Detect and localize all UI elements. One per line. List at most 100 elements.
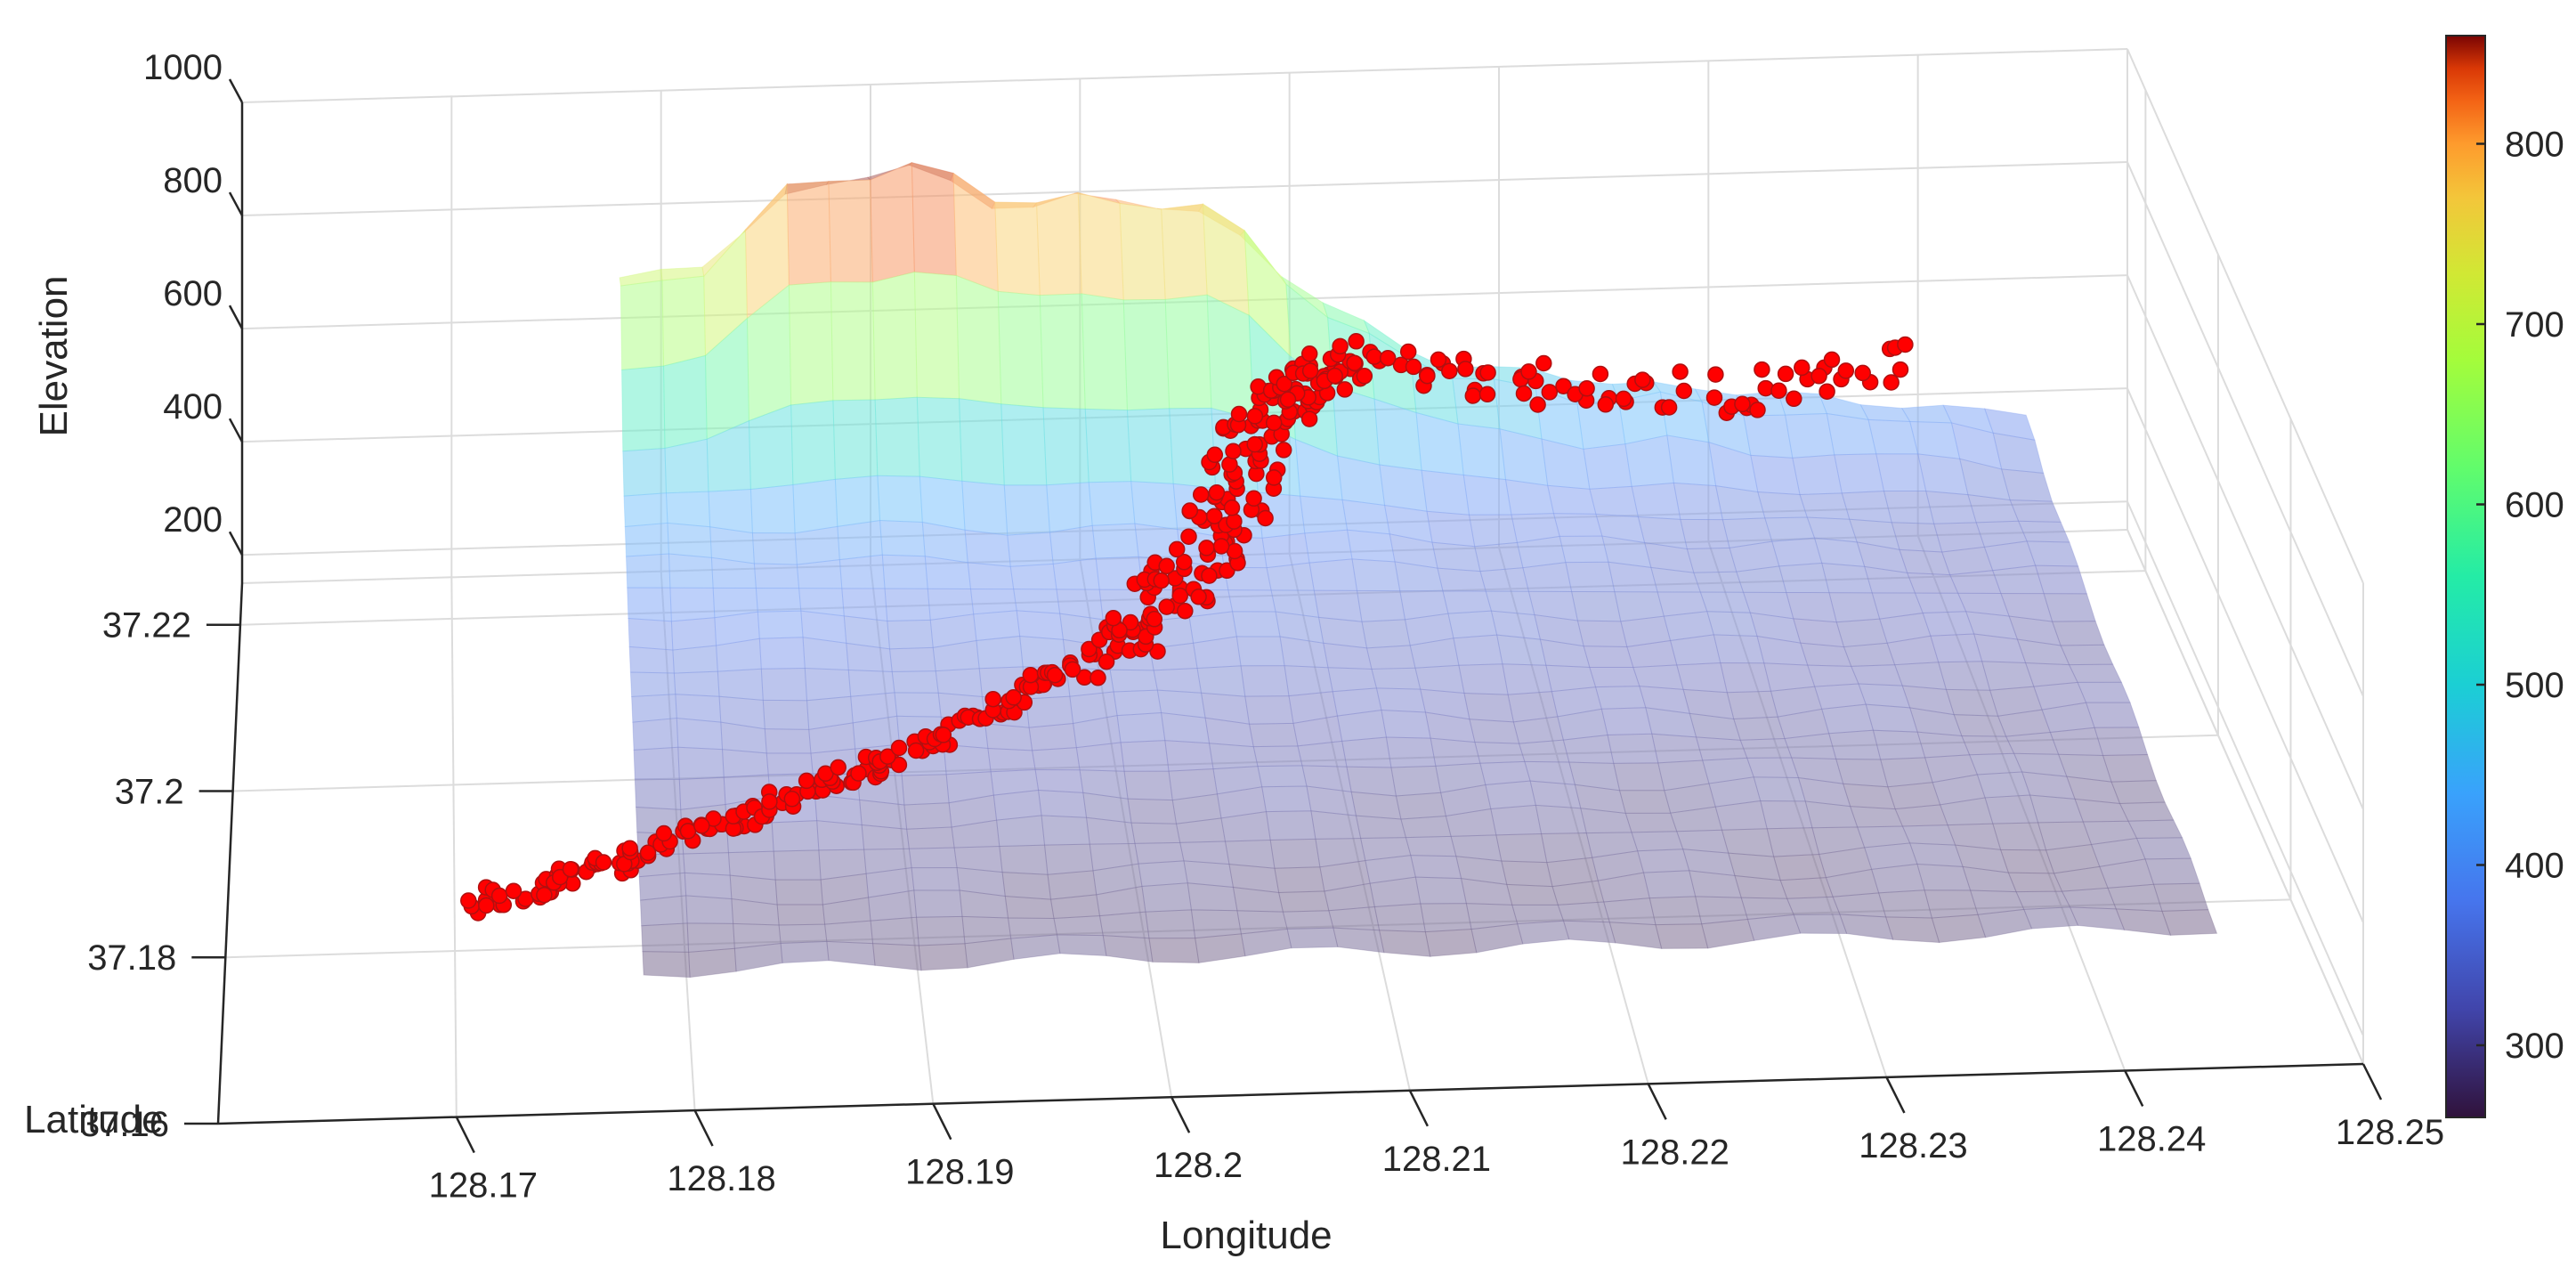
scatter-point bbox=[1749, 402, 1766, 418]
scatter-point bbox=[1379, 349, 1397, 367]
surface-patch bbox=[1506, 883, 1559, 905]
scatter-point bbox=[1300, 345, 1318, 362]
surface-patch bbox=[2107, 883, 2163, 912]
surface-patch bbox=[622, 447, 667, 497]
scatter-point bbox=[1158, 598, 1175, 615]
z-tick-label: 800 bbox=[163, 161, 223, 200]
grid-line bbox=[2126, 161, 2364, 697]
surface-patch bbox=[1914, 592, 1967, 614]
scatter-point bbox=[1098, 653, 1115, 670]
x-axis-label: Longitude bbox=[1160, 1214, 1332, 1257]
surface-patch bbox=[755, 588, 802, 613]
surface-patch bbox=[1028, 722, 1077, 751]
scatter-point bbox=[1081, 640, 1098, 658]
surface-patch bbox=[2017, 520, 2070, 543]
grid-line bbox=[241, 161, 2128, 217]
scatter-point bbox=[1326, 367, 1343, 385]
surface-patch bbox=[1843, 642, 1896, 667]
surface-patch bbox=[1431, 541, 1481, 573]
surface-patch bbox=[2068, 663, 2123, 683]
surface-patch bbox=[1109, 669, 1158, 693]
scatter-point bbox=[655, 824, 673, 842]
surface-patch bbox=[1778, 562, 1830, 594]
scatter-point bbox=[1348, 333, 1365, 350]
x-tick-labels: 128.17 128.18 128.19 128.2 128.21 128.22 128.2… bbox=[429, 1063, 2444, 1206]
surface-patch bbox=[1559, 535, 1609, 564]
colorbar: 300 400 500 600 700 800 bbox=[2445, 35, 2564, 1118]
scatter-point bbox=[1823, 351, 1841, 369]
scatter-point bbox=[1555, 378, 1572, 394]
surface-patch bbox=[1420, 903, 1472, 933]
surface-patch bbox=[1102, 935, 1154, 962]
surface-patch bbox=[1655, 923, 1709, 949]
scatter-point bbox=[830, 759, 847, 776]
y-tick-label: 37.2 bbox=[115, 772, 184, 811]
surface-patch bbox=[1356, 589, 1406, 622]
surface-patch bbox=[1799, 492, 1851, 520]
surface-patch bbox=[969, 588, 1017, 615]
surface-patch bbox=[1164, 294, 1212, 410]
surface-patch bbox=[1421, 469, 1470, 516]
surface-patch bbox=[802, 637, 849, 671]
surface-patch bbox=[1437, 567, 1486, 592]
scatter-point bbox=[1090, 670, 1106, 686]
surface-patch bbox=[1529, 780, 1582, 809]
scatter-point bbox=[621, 840, 638, 857]
surface-patch bbox=[1880, 757, 1933, 788]
scatter-point bbox=[1634, 371, 1651, 388]
surface-patch bbox=[1308, 558, 1358, 591]
surface-patch bbox=[1834, 453, 1885, 494]
scatter-point bbox=[1168, 540, 1186, 558]
surface-patch bbox=[1501, 860, 1553, 888]
surface-patch bbox=[1721, 828, 1775, 857]
surface-patch bbox=[757, 610, 804, 639]
y-tick-labels: 37.16 37.18 37.2 37.22 bbox=[80, 606, 240, 1144]
scatter-point bbox=[1332, 337, 1349, 355]
surface-patch bbox=[1686, 547, 1738, 573]
scatter-point bbox=[1276, 375, 1293, 393]
surface-patch bbox=[1571, 590, 1622, 622]
scatter-point bbox=[1190, 589, 1207, 605]
surface-patch bbox=[1859, 404, 1911, 423]
surface-patch bbox=[672, 645, 718, 674]
scatter-point bbox=[1230, 405, 1248, 423]
x-tick-label: 128.17 bbox=[429, 1166, 538, 1206]
surface-patch bbox=[1835, 758, 1889, 788]
scatter-point bbox=[1158, 557, 1175, 575]
surface-patch bbox=[751, 532, 798, 565]
surface-patch bbox=[834, 475, 881, 527]
surface-patch bbox=[1760, 800, 1813, 830]
surface-patch bbox=[2077, 681, 2131, 703]
surface-patch bbox=[1930, 633, 1983, 663]
surface-patch bbox=[1269, 838, 1321, 869]
scatter-point bbox=[1265, 414, 1283, 432]
surface-patch bbox=[1351, 558, 1401, 592]
surface-patch bbox=[1908, 842, 1964, 867]
scatter-point bbox=[1212, 538, 1230, 555]
colorbar-tick-label: 300 bbox=[2505, 1027, 2564, 1066]
surface-patch bbox=[774, 879, 823, 905]
surface-patch bbox=[1666, 434, 1717, 487]
surface-patch bbox=[2060, 644, 2114, 666]
x-tick-mark bbox=[932, 1103, 952, 1141]
surface-patch bbox=[1025, 695, 1074, 728]
x-tick-mark bbox=[2124, 1069, 2144, 1108]
z-axis-label: Elevation bbox=[32, 275, 76, 436]
scatter-point bbox=[850, 765, 867, 782]
surface-patch bbox=[1381, 710, 1431, 739]
x-tick-label: 128.23 bbox=[1859, 1126, 1967, 1165]
surface-patch bbox=[1850, 664, 1903, 686]
surface-patch bbox=[677, 746, 725, 780]
surface-patch bbox=[1468, 514, 1519, 548]
surface-patch bbox=[1669, 634, 1721, 666]
scatter-point bbox=[1883, 374, 1900, 391]
z-tick-labels: 200 400 600 800 1000 bbox=[143, 48, 244, 556]
surface-patch bbox=[1938, 661, 1991, 691]
scatter-point bbox=[1198, 540, 1215, 556]
scatter-point bbox=[761, 793, 778, 810]
surface-patch bbox=[976, 635, 1024, 670]
surface-patch bbox=[1631, 482, 1681, 520]
surface-patch bbox=[1122, 298, 1171, 411]
surface-patch bbox=[669, 587, 716, 622]
